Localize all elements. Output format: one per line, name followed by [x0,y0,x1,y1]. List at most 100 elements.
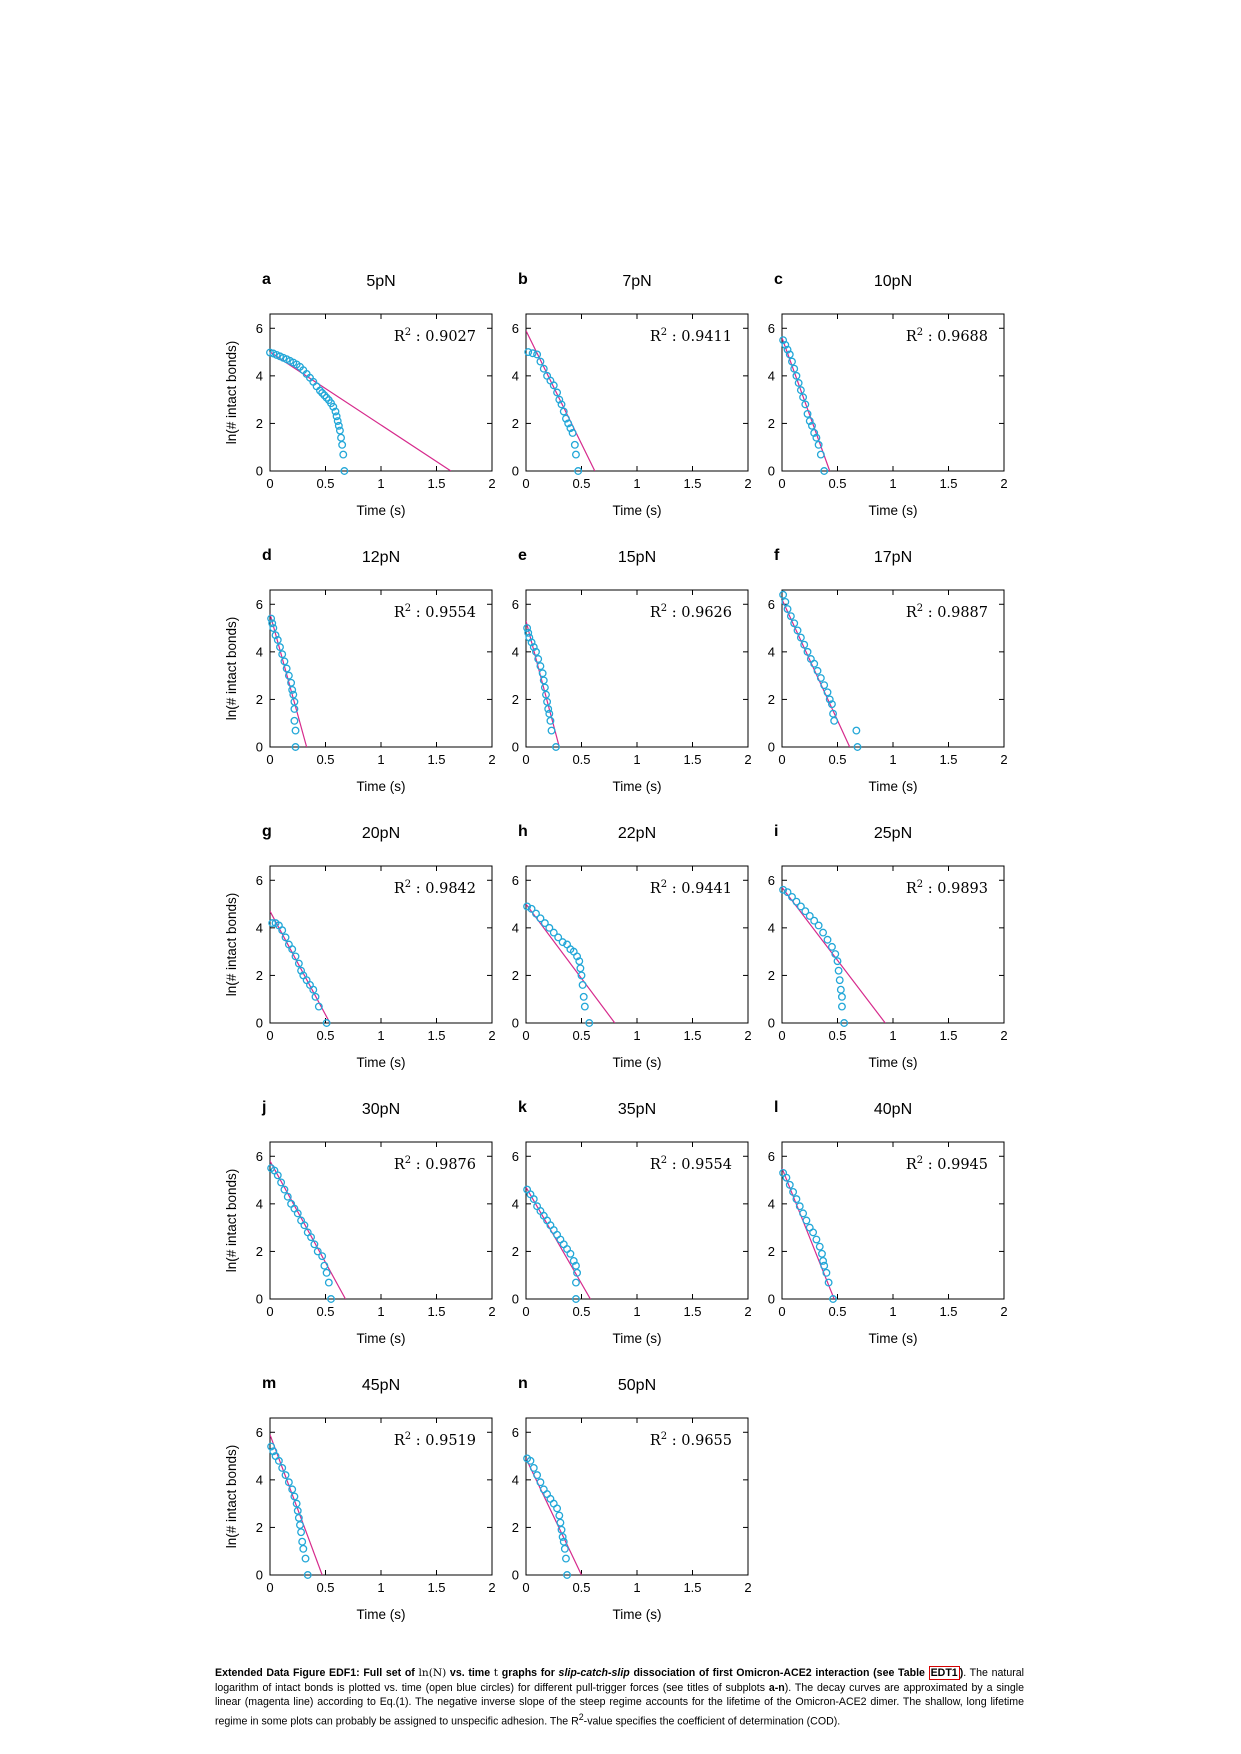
x-axis-label: Time (s) [357,779,406,794]
x-tick-label: 0 [778,476,785,491]
data-point [572,1278,580,1287]
data-point [802,1216,811,1225]
chart-panel-a: a 5pN 0 0.5 1 1.5 2 0 2 4 6 Time (s) ln(# intact bon… [224,271,496,518]
data-point [322,393,331,402]
x-tick-label: 0 [778,752,785,767]
data-point [819,928,828,937]
y-tick-label: 2 [768,1244,775,1259]
data-point [307,1233,316,1242]
data-point [800,640,809,649]
y-tick-label: 0 [512,1016,519,1031]
y-tick-label: 2 [256,416,263,431]
data-point [322,1268,331,1277]
r-squared-symbol: R [394,1433,406,1449]
data-point [557,400,566,409]
caption-italic: slip-catch-slip [558,1667,630,1679]
data-point [786,612,795,621]
data-point [525,633,534,642]
caption-lead-f: ) [959,1667,964,1679]
data-point [557,1525,566,1534]
x-axis-label: Time (s) [869,1331,918,1346]
data-point [556,1518,565,1527]
r-squared-value: : 0.9411 [667,329,732,345]
y-tick-label: 6 [512,873,519,888]
r-squared-exponent: 2 [661,879,667,890]
chart-panel-j: j 30pN 0 0.5 1 1.5 2 0 2 4 6 Time (s) ln(# intact bo… [224,1099,496,1346]
y-tick-label: 0 [256,1292,263,1307]
panel-letter: d [262,547,272,564]
fit-line [526,1186,591,1299]
data-point [820,681,829,690]
x-tick-label: 1.5 [939,476,957,491]
data-point [526,1456,535,1465]
data-point [538,669,547,678]
r-squared-label: R2 : 0.9842 [394,879,476,897]
x-tick-label: 1.5 [427,752,445,767]
x-tick-label: 1 [889,476,896,491]
caption-label: Extended Data Figure EDF1 [215,1667,357,1679]
y-tick-label: 2 [768,968,775,983]
r-squared-exponent: 2 [661,1431,667,1442]
data-point [575,957,584,966]
y-tick-label: 4 [768,644,775,659]
data-point [529,643,538,652]
data-point [320,1261,329,1270]
caption-superscript: 2 [578,1711,584,1722]
data-point [540,919,549,928]
r-squared-exponent: 2 [405,603,411,614]
r-squared-label: R2 : 0.9655 [650,1431,732,1449]
r-squared-value: : 0.9554 [411,605,476,621]
data-point [570,440,579,449]
caption-body-2: ). The decay curves are approximated by … [215,1681,1025,1728]
data-point [266,348,274,357]
x-tick-label: 0.5 [828,1304,846,1319]
x-tick-label: 1 [889,1028,896,1043]
data-point [549,381,558,390]
y-tick-label: 6 [512,321,519,336]
data-point [568,428,577,437]
x-tick-label: 1 [633,476,640,491]
data-point [536,662,545,671]
x-tick-label: 2 [488,476,495,491]
data-point [572,1261,580,1270]
data-point [281,933,290,942]
data-point [339,450,348,459]
panel-title: 10pN [874,273,912,290]
x-axis-label: Time (s) [613,1055,662,1070]
data-point [544,704,553,713]
y-tick-label: 0 [768,1292,775,1307]
x-tick-label: 0.5 [572,476,590,491]
data-point [562,414,570,423]
data-point [820,1261,829,1270]
x-axis-label: Time (s) [613,1331,662,1346]
data-point [573,952,582,961]
data-point [549,928,558,937]
x-tick-label: 1 [633,1304,640,1319]
data-point [829,709,838,718]
data-point [288,945,297,954]
data-point [539,364,548,373]
caption-math-t: t [493,1667,499,1679]
data-point [283,1192,292,1201]
data-point [534,655,543,663]
y-axis-label: ln(# intact bonds) [224,617,239,721]
r-squared-value: : 0.9441 [667,881,732,897]
panel-title: 50pN [618,1377,656,1394]
x-tick-label: 2 [744,752,751,767]
data-point [572,1295,580,1303]
x-tick-label: 0.5 [316,752,334,767]
r-squared-symbol: R [394,881,406,897]
y-tick-label: 6 [256,321,263,336]
figure-caption: Extended Data Figure EDF1: Full set of l… [215,1666,1024,1729]
x-tick-label: 0.5 [316,1580,334,1595]
r-squared-label: R2 : 0.9626 [650,603,732,621]
data-point [814,440,823,449]
r-squared-value: : 0.9554 [667,1157,732,1173]
x-tick-label: 0 [522,752,529,767]
caption-math-lnN: ln(N) [418,1667,447,1679]
table-reference-link[interactable]: EDT1 [928,1666,960,1680]
